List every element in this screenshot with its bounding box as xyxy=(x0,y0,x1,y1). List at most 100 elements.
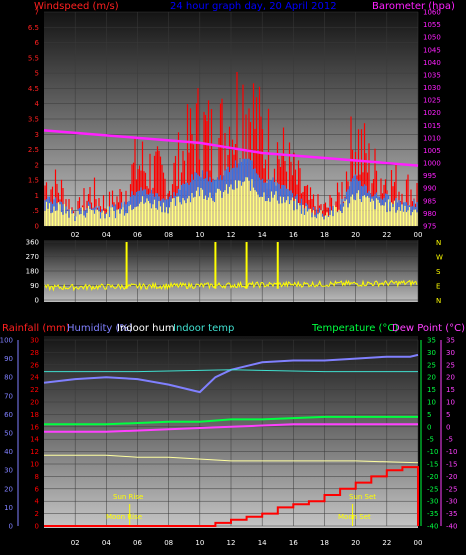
temp-tick-label: -5 xyxy=(427,436,434,444)
temp-tick-label: -30 xyxy=(427,498,438,506)
temp-axis-title: Temperature (°C) xyxy=(311,323,398,334)
wind-tick-label: 1.5 xyxy=(28,177,39,185)
dew-tick-label: 30 xyxy=(446,349,455,357)
humidity-tick-label: 40 xyxy=(4,448,13,456)
temperature-c-line xyxy=(44,415,418,426)
wind-tick-label: 3.5 xyxy=(28,116,39,124)
wind-x-tick-label: 04 xyxy=(102,231,111,239)
climate-x-tick-label: 22 xyxy=(382,539,391,547)
indoor-temp-line xyxy=(44,369,418,373)
barometer-line xyxy=(43,129,419,167)
temp-tick-label: 15 xyxy=(427,386,436,394)
baro-tick-label: 1060 xyxy=(423,9,441,17)
wind-tick-label: 2.5 xyxy=(28,146,39,154)
humidity-tick-label: 30 xyxy=(4,467,13,475)
rain-tick-label: 4 xyxy=(35,498,40,506)
climate-x-ticks: 02 04 06 08 10 12 14 16 18 20 22 00 xyxy=(71,539,423,547)
temp-tick-label: 35 xyxy=(427,337,436,345)
dew-tick-label: 0 xyxy=(446,423,450,431)
wind-x-tick-label: 14 xyxy=(258,231,267,239)
climate-x-tick-label: 16 xyxy=(289,539,298,547)
baro-tick-label: 1045 xyxy=(423,46,441,54)
direction-tick-label: 180 xyxy=(26,268,39,276)
dew-tick-label: -10 xyxy=(446,448,457,456)
wind-direction-line xyxy=(44,279,418,292)
rain-tick-label: 20 xyxy=(30,399,39,407)
climate-x-tick-label: 06 xyxy=(133,539,142,547)
wind-x-tick-label: 10 xyxy=(195,231,204,239)
wind-x-ticks: 02 04 06 08 10 12 14 16 18 20 22 00 xyxy=(71,231,423,239)
temp-tick-label: 5 xyxy=(427,411,431,419)
temp-axis-ticks: 35 30 25 20 15 10 5 0 -5 -10 -15 -20 -25 -30 -35 -40 xyxy=(420,337,438,531)
rain-tick-label: 12 xyxy=(30,448,39,456)
temp-tick-label: -35 xyxy=(427,510,438,518)
rain-tick-label: 28 xyxy=(30,349,39,357)
indoor-temp-title: Indoor temp xyxy=(173,323,234,334)
temp-tick-label: -40 xyxy=(427,523,438,531)
wind-x-tick-label: 12 xyxy=(227,231,236,239)
moon-set-label: Moon Set xyxy=(338,513,371,521)
dew-tick-label: -30 xyxy=(446,498,457,506)
climate-x-tick-label: 10 xyxy=(195,539,204,547)
dew-tick-label: -20 xyxy=(446,473,457,481)
humidity-axis-title: Humidity (%) xyxy=(67,323,133,334)
temp-tick-label: -10 xyxy=(427,448,438,456)
wind-tick-label: 1 xyxy=(35,192,39,200)
climate-x-tick-label: 20 xyxy=(351,539,360,547)
rain-tick-label: 18 xyxy=(30,411,39,419)
direction-tick-label: 0 xyxy=(35,297,39,305)
wind-axis-ticks: 0 .5 1 1.5 2 2.5 3 3.5 4 4.5 5 5.5 6 6.5 7 xyxy=(28,9,40,231)
rain-tick-label: 8 xyxy=(35,473,39,481)
rain-tick-label: 30 xyxy=(30,337,39,345)
baro-tick-label: 1040 xyxy=(423,59,441,67)
sun-set-label: Sun Set xyxy=(349,493,376,501)
baro-tick-label: 1025 xyxy=(423,97,441,105)
dew-tick-label: 35 xyxy=(446,337,455,345)
dew-tick-label: -15 xyxy=(446,461,457,469)
direction-tick-label: 270 xyxy=(26,253,39,261)
dew-tick-label: 10 xyxy=(446,399,455,407)
chart-title: 24 hour graph day, 20 April 2012 xyxy=(170,1,337,12)
wind-tick-label: 0 xyxy=(35,223,39,231)
rain-tick-label: 16 xyxy=(30,423,39,431)
rainfall-mm-line xyxy=(44,466,419,527)
climate-x-tick-label: 08 xyxy=(164,539,173,547)
wind-x-tick-label: 18 xyxy=(320,231,329,239)
rain-tick-label: 10 xyxy=(30,461,39,469)
baro-tick-label: 990 xyxy=(423,185,436,193)
temp-tick-label: 30 xyxy=(427,349,436,357)
baro-tick-label: 1050 xyxy=(423,34,441,42)
wind-tick-label: 3 xyxy=(35,131,39,139)
baro-tick-label: 995 xyxy=(423,172,436,180)
humidity-tick-label: 0 xyxy=(9,523,13,531)
rain-tick-label: 24 xyxy=(30,374,39,382)
wind-x-tick-label: 20 xyxy=(351,231,360,239)
climate-x-tick-label: 12 xyxy=(227,539,236,547)
wind-tick-label: 2 xyxy=(35,161,39,169)
temp-tick-label: -25 xyxy=(427,485,438,493)
baro-tick-label: 975 xyxy=(423,223,436,231)
wind-panel-marks xyxy=(43,72,419,226)
dew-tick-label: -5 xyxy=(446,436,453,444)
dew-axis-ticks: 35 30 25 20 15 10 5 0 -5 -10 -15 -20 -25 -30 -35 -40 xyxy=(440,337,457,531)
direction-panel-grid xyxy=(44,240,419,302)
wind-x-tick-label: 06 xyxy=(133,231,142,239)
compass-label: E xyxy=(436,283,440,291)
humidity-tick-label: 60 xyxy=(4,411,13,419)
wind-x-tick-label: 02 xyxy=(71,231,80,239)
baro-axis-ticks: 975 980 985 990 995 1000 1005 1010 1015 1020 1025 1… xyxy=(423,9,441,231)
wind-tick-label: 7 xyxy=(35,9,39,17)
wind-x-tick-label: 22 xyxy=(382,231,391,239)
baro-tick-label: 1055 xyxy=(423,21,441,29)
wind-tick-label: 5.5 xyxy=(28,54,39,62)
temp-tick-label: -15 xyxy=(427,461,438,469)
rain-tick-label: 6 xyxy=(35,485,40,493)
compass-label: W xyxy=(436,254,443,262)
rain-tick-label: 2 xyxy=(35,510,39,518)
dew-tick-label: -25 xyxy=(446,485,457,493)
compass-label: S xyxy=(436,268,441,276)
wind-tick-label: 5 xyxy=(35,70,39,78)
